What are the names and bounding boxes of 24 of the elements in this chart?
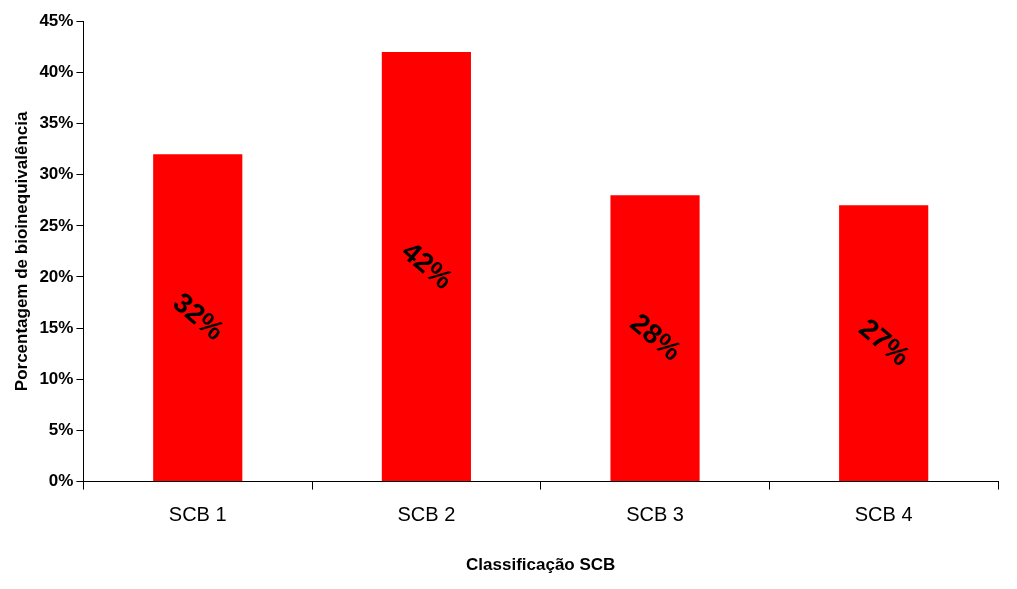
x-tick-label: SCB 1 (168, 503, 227, 526)
data-label: 28% (624, 306, 688, 367)
y-tick-label: 20% (39, 266, 74, 286)
x-tick-label: SCB 3 (626, 503, 684, 526)
x-tick-label: SCB 4 (854, 503, 913, 526)
y-tick-label: 25% (39, 215, 74, 235)
data-label: 32% (167, 286, 231, 347)
y-tick-label: 5% (48, 420, 74, 440)
y-tick-label: 30% (39, 164, 74, 184)
y-tick-label: 35% (39, 113, 74, 133)
data-label: 42% (396, 235, 460, 296)
y-axis-title: Porcentagem de bioinequivalência (11, 111, 31, 392)
x-tick-label: SCB 2 (397, 503, 456, 526)
x-axis-title: Classificação SCB (466, 555, 616, 575)
y-tick-label: 0% (48, 471, 74, 491)
y-tick-label: 15% (39, 317, 74, 337)
y-tick-label: 40% (39, 62, 74, 82)
bar (610, 195, 700, 482)
y-tick-label: 45% (39, 10, 74, 30)
bar (839, 205, 929, 482)
data-label: 27% (853, 311, 917, 372)
bar (381, 51, 471, 482)
y-tick-label: 10% (39, 368, 74, 388)
bar (153, 154, 243, 482)
